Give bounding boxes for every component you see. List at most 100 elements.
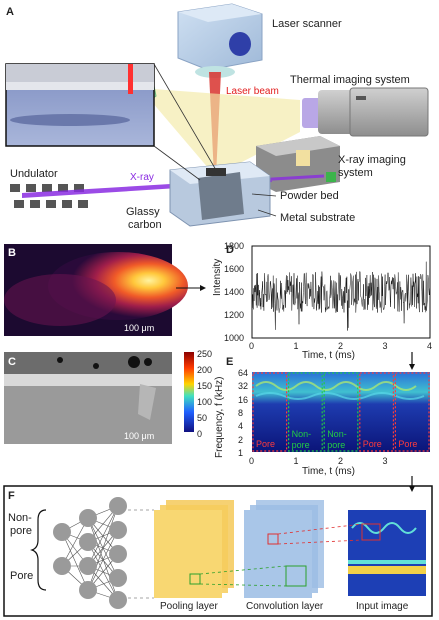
panel-c-letter: C	[8, 356, 16, 368]
d-ytick: 1200	[224, 310, 245, 320]
brace	[30, 509, 47, 591]
nn-node	[109, 569, 127, 587]
e-ytick: 1	[238, 448, 244, 458]
e-xtick: 1	[293, 456, 299, 466]
e-ytick: 2	[238, 434, 244, 445]
segment-box	[252, 372, 288, 452]
undulator	[10, 184, 88, 208]
e-xtick: 2	[338, 456, 344, 466]
e-ytick: 32	[238, 381, 249, 392]
panel-b-scale: 100 μm	[124, 323, 155, 333]
d-xtick: 1	[293, 341, 299, 351]
panel-f-letter: F	[8, 490, 15, 502]
e-xlabel: Time, t (ms)	[302, 466, 355, 477]
powder-bed-label: Powder bed	[280, 190, 339, 202]
nonpore-label-1: Non-	[8, 512, 32, 524]
segment-label: Pore	[362, 439, 382, 449]
glassy-label-2: carbon	[128, 219, 162, 231]
pooling-layer	[154, 500, 234, 598]
colorbar-tick: 100	[197, 397, 213, 407]
colorbar-tick: 0	[197, 429, 203, 439]
segment-box	[323, 372, 359, 452]
colorbar-tick: 50	[197, 413, 208, 423]
segment-label: Pore	[398, 439, 418, 449]
metal-substrate-label: Metal substrate	[280, 212, 356, 224]
laser-scanner	[177, 3, 263, 78]
d-ytick: 1000	[224, 333, 245, 343]
xray-imaging-label-1: X-ray imaging	[338, 154, 406, 166]
nn-node	[79, 533, 97, 551]
d-xtick: 0	[249, 341, 255, 351]
nn-node	[79, 581, 97, 599]
segment-box	[288, 372, 323, 452]
nn-edge	[87, 541, 119, 601]
d-xlabel: Time, t (ms)	[302, 350, 355, 361]
panel-d-letter: D	[226, 244, 234, 256]
d-ytick: 1400	[224, 287, 245, 297]
colorbar-tick: 250	[197, 349, 213, 359]
convolution-layer	[244, 500, 324, 598]
segment-label: Non-	[327, 429, 347, 439]
nn-node	[109, 545, 127, 563]
segment-dividers	[252, 372, 430, 452]
nn-edge	[87, 505, 119, 591]
experimental-setup-diagram	[5, 3, 429, 227]
nn-node	[53, 557, 71, 575]
nn-edge	[61, 531, 89, 591]
intensity-line	[251, 261, 431, 331]
d-ytick: 1600	[224, 264, 245, 274]
colorbar-tick: 200	[197, 365, 213, 375]
nn-node	[79, 557, 97, 575]
convolution-label: Convolution layer	[246, 601, 324, 612]
segment-box	[359, 372, 394, 452]
segment-label: pore	[291, 440, 310, 450]
nn-node	[79, 509, 97, 527]
panel-c-scale: 100 μm	[124, 431, 155, 441]
d-xtick: 4	[427, 341, 433, 351]
d-ytick: 1800	[224, 241, 245, 251]
sample-holder	[169, 161, 271, 227]
nn-edge	[87, 505, 119, 567]
meltpool-inset	[5, 63, 217, 181]
neural-network	[53, 497, 127, 609]
thermal-camera	[302, 87, 429, 137]
d-xtick: 2	[338, 341, 344, 351]
segment-label: Pore	[256, 439, 276, 449]
nn-edge	[87, 529, 119, 591]
segment-label: Non-	[291, 429, 312, 439]
e-xtick: 3	[382, 456, 388, 466]
intensity-trace	[251, 261, 431, 331]
xray-imaging-label-2: system	[338, 167, 373, 179]
pooling-label: Pooling layer	[160, 601, 218, 612]
colorbar	[184, 352, 194, 432]
nn-node	[109, 497, 127, 515]
thermal-cone	[140, 88, 300, 176]
laser-beam-label: Laser beam	[226, 86, 279, 97]
segment-box	[394, 372, 430, 452]
input-image	[348, 510, 426, 596]
thermal-label: Thermal imaging system	[290, 74, 410, 86]
e-ytick: 64	[238, 368, 249, 378]
xray-label: X-ray	[130, 172, 154, 183]
e-ytick: 16	[238, 394, 249, 405]
pore-label: Pore	[10, 570, 34, 582]
nn-node	[53, 523, 71, 541]
panel-f-frame	[3, 485, 433, 617]
e-ytick: 4	[238, 421, 244, 432]
e-xtick: 0	[249, 456, 255, 466]
nn-node	[109, 521, 127, 539]
colorbar-tick: 150	[197, 381, 213, 391]
nn-node	[109, 591, 127, 609]
connectors	[128, 509, 363, 599]
nonpore-label-2: pore	[10, 525, 33, 537]
panel-e-letter: E	[226, 356, 234, 368]
nn-edge	[61, 517, 89, 567]
undulator-label: Undulator	[10, 168, 58, 180]
input-label: Input image	[356, 601, 409, 612]
segment-label: pore	[327, 440, 346, 450]
